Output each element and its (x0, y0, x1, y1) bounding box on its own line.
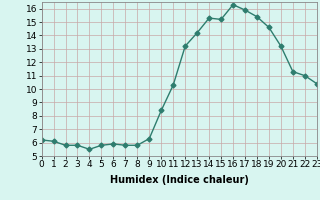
X-axis label: Humidex (Indice chaleur): Humidex (Indice chaleur) (110, 175, 249, 185)
